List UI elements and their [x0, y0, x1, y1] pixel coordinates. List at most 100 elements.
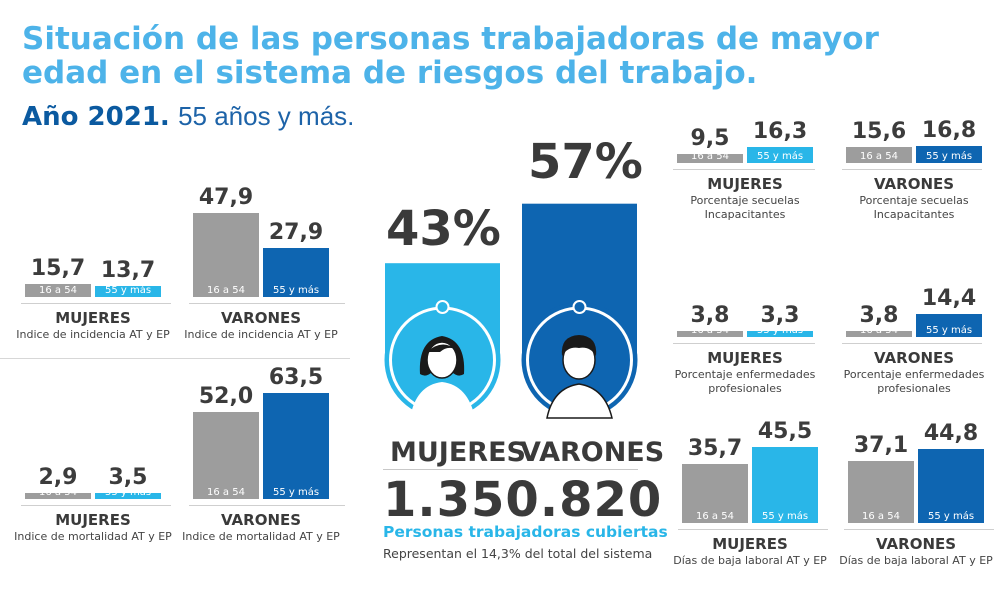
- bar-value-label: 44,8: [923, 420, 979, 446]
- mujeres-marker: [435, 300, 450, 314]
- panel-divider: [844, 529, 994, 530]
- bar-mujeres-16-54: [677, 153, 743, 163]
- page-subtitle: Año 2021. 55 años y más.: [22, 100, 354, 133]
- panel-metric-label: Indice de incidencia AT y EP: [16, 328, 170, 341]
- bar-category-label: 55 y más: [756, 325, 804, 336]
- bar-value-label: 15,7: [30, 256, 86, 282]
- bar-mujeres-16-54: [677, 331, 743, 337]
- panel-divider: [673, 169, 815, 170]
- center-divider: [383, 469, 638, 470]
- bar-mujeres-55-mas: [747, 331, 813, 337]
- bar-value-label: 14,4: [921, 285, 977, 311]
- bar-varones-16-54: [193, 412, 259, 499]
- bar-category-label: 16 a 54: [860, 151, 898, 162]
- bar-category-label: 55 y más: [756, 151, 804, 162]
- panel-group-label: VARONES: [873, 349, 955, 367]
- panel-metric-label: Indice de mortalidad AT y EP: [182, 530, 340, 543]
- panel-group-label: VARONES: [220, 511, 302, 529]
- panel-divider: [842, 343, 982, 344]
- bar-category-label: 16 a 54: [862, 511, 900, 522]
- bar-varones-55-mas: [263, 392, 329, 499]
- panel-group-label: VARONES: [875, 535, 957, 553]
- panel-group-label: MUJERES: [55, 511, 131, 529]
- bar-value-label: 15,6: [851, 119, 907, 145]
- panel-divider: [21, 505, 171, 506]
- bar-category-label: 16 a 54: [860, 325, 898, 336]
- age-range-label: 55 años y más.: [178, 101, 355, 131]
- panel-divider: [189, 303, 345, 304]
- panel-divider: [678, 529, 828, 530]
- female-body-icon: [410, 382, 475, 418]
- year-label: Año 2021.: [22, 102, 170, 132]
- bar-value-label: 13,7: [100, 258, 156, 284]
- bar-category-label: 55 y más: [272, 285, 320, 296]
- bar-varones-55-mas: [916, 313, 982, 337]
- bar-value-label: 35,7: [687, 435, 743, 461]
- bar-category-label: 55 y más: [761, 511, 809, 522]
- bar-varones-16-54: [193, 213, 259, 297]
- varones-percentage: 57%: [528, 134, 643, 190]
- varones-marker: [572, 300, 587, 314]
- bar-value-label: 3,8: [859, 302, 899, 328]
- bar-mujeres-55-mas: [747, 146, 813, 163]
- covered-workers-label: Personas trabajadoras cubiertas: [383, 523, 668, 541]
- bar-category-label: 55 y más: [104, 487, 152, 498]
- bar-value-label: 16,3: [752, 118, 808, 144]
- panel-metric-label: Porcentaje secuelas Incapacitantes: [859, 194, 969, 221]
- panel-metric-label: Porcentaje enfermedades profesionales: [674, 368, 816, 395]
- bar-value-label: 3,8: [690, 303, 730, 328]
- bar-value-label: 3,3: [760, 303, 800, 328]
- bar-value-label: 9,5: [690, 125, 730, 151]
- bar-varones-55-mas: [916, 146, 982, 163]
- bar-category-label: 16 a 54: [691, 151, 729, 162]
- bar-value-label: 2,9: [38, 465, 78, 490]
- panel-group-label: MUJERES: [707, 349, 783, 367]
- panel-metric-label: Días de baja laboral AT y EP: [839, 554, 993, 567]
- bar-value-label: 27,9: [268, 220, 324, 246]
- panel-metric-label: Días de baja laboral AT y EP: [673, 554, 827, 567]
- bar-varones-55-mas: [918, 448, 984, 523]
- bar-category-label: 16 a 54: [696, 511, 734, 522]
- bar-value-label: 37,1: [853, 433, 909, 459]
- page-title: Situación de las personas trabajadoras d…: [22, 21, 879, 91]
- bar-category-label: 16 a 54: [691, 325, 729, 336]
- panel-divider: [673, 343, 815, 344]
- bar-mujeres-16-54: [25, 284, 91, 297]
- bar-value-label: 47,9: [198, 185, 254, 211]
- panel-divider: [21, 303, 171, 304]
- bar-category-label: 55 y más: [272, 487, 320, 498]
- panel-metric-label: Indice de incidencia AT y EP: [184, 328, 338, 341]
- bar-category-label: 55 y más: [927, 511, 975, 522]
- varones-label: VARONES: [520, 437, 665, 468]
- bar-category-label: 55 y más: [925, 325, 973, 336]
- bar-category-label: 16 a 54: [39, 285, 77, 296]
- bar-value-label: 63,5: [268, 364, 324, 390]
- panel-group-label: VARONES: [220, 309, 302, 327]
- covered-workers-total: 1.350.820: [383, 472, 663, 528]
- panel-group-label: MUJERES: [712, 535, 788, 553]
- panel-divider: [842, 169, 982, 170]
- bar-value-label: 16,8: [921, 118, 977, 144]
- panel-metric-label: Porcentaje secuelas Incapacitantes: [690, 194, 800, 221]
- bar-varones-16-54: [848, 461, 914, 523]
- bar-category-label: 55 y más: [925, 151, 973, 162]
- bar-mujeres-55-mas: [95, 286, 161, 297]
- bar-category-label: 16 a 54: [207, 487, 245, 498]
- panel-group-label: MUJERES: [707, 175, 783, 193]
- mujeres-percentage: 43%: [386, 201, 501, 257]
- bar-category-label: 16 a 54: [207, 285, 245, 296]
- panel-group-label: MUJERES: [55, 309, 131, 327]
- bar-category-label: 55 y más: [104, 285, 152, 296]
- panel-group-label: VARONES: [873, 175, 955, 193]
- mujeres-label: MUJERES: [390, 437, 526, 468]
- bar-mujeres-55-mas: [752, 447, 818, 523]
- bar-varones-16-54: [846, 330, 912, 337]
- bar-varones-55-mas: [263, 248, 329, 297]
- share-of-system-text: Representan el 14,3% del total del siste…: [383, 546, 653, 561]
- left-divider: [0, 358, 350, 359]
- panel-metric-label: Porcentaje enfermedades profesionales: [843, 368, 985, 395]
- bar-value-label: 45,5: [757, 419, 813, 445]
- bar-value-label: 52,0: [198, 384, 254, 410]
